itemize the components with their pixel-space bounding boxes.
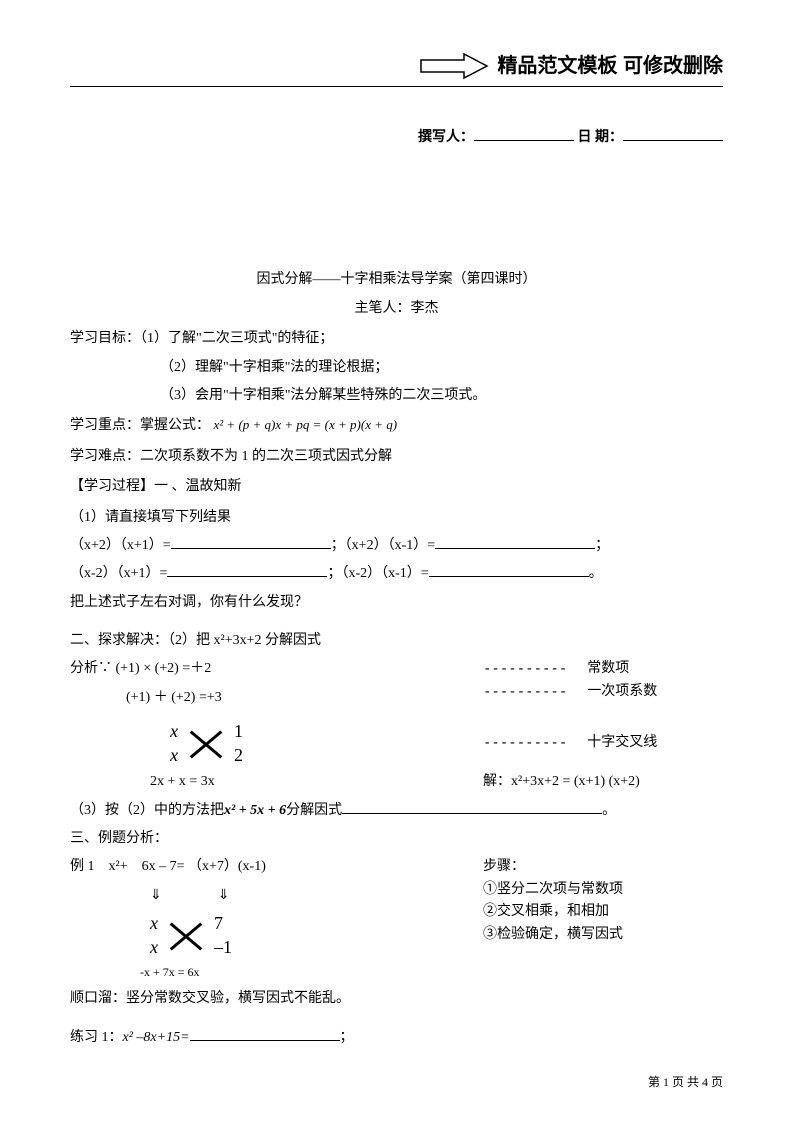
q1-swap: 把上述式子左右对调，你有什么发现？ xyxy=(70,592,723,614)
dash-icon: ---------- xyxy=(483,732,567,754)
step-2: ②交叉相乘，和相加 xyxy=(483,901,723,923)
focus: 学习重点：掌握公式： x² + (p + q)x + pq = (x + p)(… xyxy=(70,415,723,437)
author-blank[interactable] xyxy=(474,127,574,141)
q1-l2b: ；（x-2）（x-1）= xyxy=(327,563,428,585)
question-3: （3）按（2）中的方法把 x² + 5x + 6 分解因式 。 xyxy=(70,800,723,822)
objectives: 学习目标：（1）了解"二次三项式"的特征； （2）理解"十字相乘"法的理论根据；… xyxy=(70,328,723,407)
difficulty: 学习难点：二次项系数不为 1 的二次三项式因式分解 xyxy=(70,446,723,468)
focus-formula: x² + (p + q)x + pq = (x + p)(x + q) xyxy=(214,417,398,432)
date-blank[interactable] xyxy=(623,127,723,141)
author-label: 撰写人： xyxy=(418,130,474,145)
q1-l2a: （x-2）（x+1）= xyxy=(70,563,167,585)
ex-na: 7 xyxy=(214,911,232,935)
arrow-right-icon xyxy=(419,52,489,80)
question-1: （1）请直接填写下列结果 （x+2）（x+1）= ；（x+2）（x-1）= ； … xyxy=(70,507,723,615)
q2-sum: (+1) ＋ (+2) =+3 xyxy=(70,687,483,709)
practice-formula: x² –8x+15= xyxy=(123,1027,190,1049)
practice-blank[interactable] xyxy=(190,1027,340,1041)
q3-formula: x² + 5x + 6 xyxy=(224,800,286,822)
q2-solution: 解：x²+3x+2 = (x+1) (x+2) xyxy=(483,771,723,793)
practice-end: ； xyxy=(340,1027,354,1049)
down-arrows: ⇓ ⇓ xyxy=(70,885,483,907)
ex-bottom: -x + 7x = 6x xyxy=(70,963,483,982)
obj-2: （2）理解"十字相乘"法的理论根据； xyxy=(70,357,723,379)
q1-l2c: 。 xyxy=(589,563,603,585)
q2-analysis: 分析∵ (+1) × (+2) =＋2 xyxy=(70,658,483,680)
q2-bottom: 2x + x = 3x xyxy=(70,771,483,793)
steps-label: 步骤： xyxy=(483,856,723,878)
author-line: 撰写人： 日 期： xyxy=(70,127,723,149)
dash-icon: ---------- xyxy=(483,681,567,703)
process: 【学习过程】一 、温故知新 xyxy=(70,476,723,498)
obj-1: （1）了解"二次三项式"的特征； xyxy=(140,331,333,346)
q1-l1b: ；（x+2）（x-1）= xyxy=(331,535,435,557)
q3-end: 。 xyxy=(602,800,616,822)
cross-icon xyxy=(186,723,226,763)
cross-xb: x xyxy=(170,743,178,767)
cross-icon xyxy=(166,915,206,955)
q1-label: （1）请直接填写下列结果 xyxy=(70,507,723,529)
cross-diagram-1: xx 12 xyxy=(170,719,483,767)
question-2: 二、探求解决：（2）把 x²+3x+2 分解因式 分析∵ (+1) × (+2)… xyxy=(70,630,723,794)
cross-na: 1 xyxy=(234,719,243,743)
step-3: ③检验确定，横写因式 xyxy=(483,924,723,946)
date-label: 日 期： xyxy=(578,130,624,145)
ex-nb: –1 xyxy=(214,935,232,959)
cross-nb: 2 xyxy=(234,743,243,767)
q2-crosslabel: 十字交叉线 xyxy=(587,732,657,754)
q2-const: 常数项 xyxy=(587,658,629,680)
obj-label: 学习目标： xyxy=(70,331,140,346)
focus-label: 学习重点：掌握公式： xyxy=(70,418,210,433)
example-title: 三、例题分析： xyxy=(70,828,723,850)
q1-l1c: ； xyxy=(595,535,609,557)
ex-xa: x xyxy=(150,911,158,935)
main-author: 主笔人：李杰 xyxy=(70,298,723,320)
step-1: ①竖分二次项与常数项 xyxy=(483,879,723,901)
ex-xb: x xyxy=(150,935,158,959)
doc-title: 因式分解——十字相乘法导学案（第四课时） xyxy=(70,269,723,291)
q2-coef: 一次项系数 xyxy=(587,681,657,703)
practice-label: 练习 1： xyxy=(70,1027,123,1049)
obj-3: （3）会用"十字相乘"法分解某些特殊的二次三项式。 xyxy=(70,385,723,407)
rhyme: 顺口溜：竖分常数交叉验，横写因式不能乱。 xyxy=(70,988,723,1010)
q1-blank-1[interactable] xyxy=(171,535,331,549)
header-title: 精品范文模板 可修改删除 xyxy=(497,50,723,82)
q1-blank-3[interactable] xyxy=(167,563,327,577)
q3-blank[interactable] xyxy=(342,800,602,814)
page-footer: 第 1 页 共 4 页 xyxy=(648,1073,723,1092)
cross-xa: x xyxy=(170,719,178,743)
cross-diagram-2: xx 7–1 xyxy=(150,911,483,959)
ex-line: 例 1 x²+ 6x – 7= （x+7）(x-1) xyxy=(70,856,483,878)
q3-text2: 分解因式 xyxy=(286,800,342,822)
q3-text1: （3）按（2）中的方法把 xyxy=(70,800,224,822)
q1-blank-2[interactable] xyxy=(435,535,595,549)
page-header: 精品范文模板 可修改删除 xyxy=(70,50,723,87)
dash-icon: ---------- xyxy=(483,658,567,680)
example-block: 例 1 x²+ 6x – 7= （x+7）(x-1) ⇓ ⇓ xx 7–1 -x… xyxy=(70,856,723,982)
q1-blank-4[interactable] xyxy=(429,563,589,577)
q1-l1a: （x+2）（x+1）= xyxy=(70,535,171,557)
practice-1: 练习 1： x² –8x+15= ； xyxy=(70,1027,723,1049)
q2-title: 二、探求解决：（2）把 x²+3x+2 分解因式 xyxy=(70,630,723,652)
